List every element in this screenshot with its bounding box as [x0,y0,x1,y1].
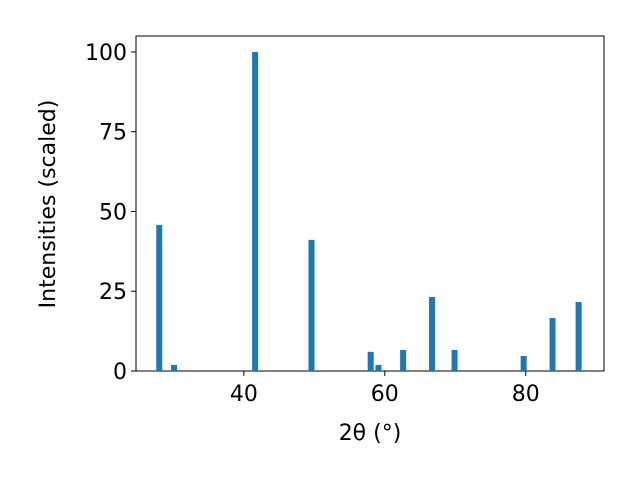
bar [375,364,382,371]
bar [429,296,436,371]
y-tick-label: 100 [85,41,127,66]
bar [171,364,178,371]
y-tick-label: 25 [99,280,127,305]
y-tick-label: 0 [113,360,127,385]
x-tick-label: 60 [371,382,399,407]
bar [252,51,259,371]
bar [367,351,374,371]
bar [549,318,556,371]
bar [575,302,582,371]
x-axis-label: 2θ (°) [339,421,402,446]
x-tick-label: 40 [230,382,258,407]
bar [451,349,458,371]
plot-frame [135,35,605,372]
y-axis-label: Intensities (scaled) [36,100,61,309]
y-tick-label: 75 [99,121,127,146]
bar [156,224,163,371]
x-tick-label: 80 [512,382,540,407]
bar [308,239,315,371]
y-tick-label: 50 [99,200,127,225]
bar [520,356,527,371]
bar [400,349,407,371]
